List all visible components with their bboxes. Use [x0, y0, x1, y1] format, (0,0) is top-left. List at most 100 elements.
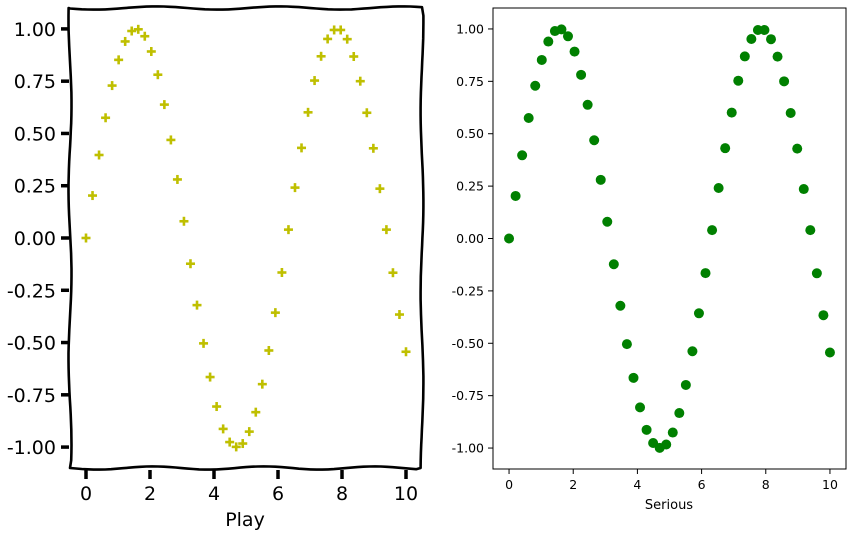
- serious-data-point: [510, 190, 521, 201]
- serious-data-point: [569, 46, 580, 57]
- serious-data-point: [811, 268, 822, 279]
- play-x-ticks: 0 2 4 6 8 10: [80, 470, 418, 505]
- play-y-tick-label: -1.00: [7, 437, 56, 459]
- play-data-point: [225, 437, 235, 447]
- play-y-tick-label: -0.25: [7, 280, 56, 302]
- play-x-tick-label: 6: [272, 483, 284, 505]
- serious-data-point: [693, 308, 704, 319]
- play-data-point: [257, 379, 267, 389]
- serious-data-point: [759, 25, 770, 36]
- serious-x-tick-label: 0: [505, 477, 513, 492]
- play-panel: 1.00 0.75 0.50 0.25 0.00 -0.25 -0.50 -0.75 -1.00…: [7, 5, 425, 531]
- play-data-point: [401, 347, 411, 357]
- serious-x-tick-label: 6: [698, 477, 706, 492]
- play-data-point: [297, 143, 307, 153]
- serious-data-point: [504, 233, 515, 244]
- play-data-point: [290, 183, 300, 193]
- play-y-tick-label: 0.50: [14, 123, 56, 145]
- serious-data-point: [556, 24, 567, 35]
- play-data-point: [218, 424, 228, 434]
- serious-data-point: [576, 69, 587, 80]
- play-data-point: [120, 36, 130, 46]
- play-data-point: [127, 26, 137, 36]
- play-data-point: [179, 216, 189, 226]
- play-y-tick-label: -0.50: [7, 333, 56, 355]
- serious-data-point: [720, 143, 731, 154]
- serious-x-axis-label: Serious: [645, 498, 693, 513]
- play-y-tick-label: 0.00: [14, 228, 56, 250]
- serious-data-point: [602, 216, 613, 227]
- play-data-point: [316, 51, 326, 61]
- serious-data-point: [615, 300, 626, 311]
- play-data-point: [381, 225, 391, 235]
- play-y-ticks: 1.00 0.75 0.50 0.25 0.00 -0.25 -0.50 -0.75 -1.00: [7, 19, 69, 459]
- serious-data-point: [739, 51, 750, 62]
- serious-y-tick-label: -0.75: [452, 388, 484, 403]
- serious-y-tick-label: 0.25: [456, 179, 484, 194]
- serious-data-point: [766, 34, 777, 45]
- play-data-point: [283, 225, 293, 235]
- serious-data-point: [680, 379, 691, 390]
- serious-data-point: [523, 113, 534, 124]
- serious-y-tick-label: -0.50: [452, 336, 484, 351]
- serious-data-point: [543, 36, 554, 47]
- play-x-tick-label: 2: [144, 483, 156, 505]
- play-data-point: [251, 407, 261, 417]
- serious-data-point: [726, 107, 737, 118]
- serious-x-tick-label: 8: [762, 477, 770, 492]
- play-x-tick-label: 10: [394, 483, 418, 505]
- play-data-point: [368, 143, 378, 153]
- serious-y-tick-label: 1.00: [456, 21, 484, 36]
- serious-data-point: [687, 346, 698, 357]
- play-data-point: [140, 31, 150, 41]
- serious-data-point: [536, 54, 547, 65]
- play-data-point: [101, 113, 111, 123]
- play-data-point: [323, 34, 333, 44]
- play-data-point: [133, 24, 143, 34]
- serious-data-point: [700, 268, 711, 279]
- play-data-point: [342, 34, 352, 44]
- play-axes-frame: [67, 5, 425, 471]
- play-data-point: [349, 52, 359, 62]
- serious-data-point: [779, 76, 790, 87]
- serious-y-ticks: 1.00 0.75 0.50 0.25 0.00 -0.25 -0.50 -0.75 -1.00: [452, 21, 493, 456]
- play-data-point: [264, 345, 274, 355]
- serious-data-point: [674, 408, 685, 419]
- play-y-tick-label: 1.00: [14, 19, 56, 41]
- play-data-point: [94, 150, 104, 160]
- serious-y-tick-label: -0.25: [452, 283, 484, 298]
- serious-y-tick-label: 0.50: [456, 126, 484, 141]
- play-data-point: [192, 300, 202, 310]
- serious-data-point: [818, 310, 829, 321]
- serious-data-point: [785, 107, 796, 118]
- serious-data-point: [798, 184, 809, 195]
- serious-y-tick-label: -1.00: [452, 441, 484, 456]
- play-data-point: [388, 268, 398, 278]
- serious-data-point: [824, 347, 835, 358]
- serious-axes-frame: [492, 7, 847, 470]
- serious-x-tick-label: 10: [822, 477, 838, 492]
- play-data-point: [159, 100, 169, 110]
- play-x-tick-label: 0: [80, 483, 92, 505]
- play-x-axis-label: Play: [225, 509, 265, 531]
- play-data-point: [81, 233, 91, 243]
- play-y-tick-label: 0.75: [14, 71, 56, 93]
- serious-panel: 1.00 0.75 0.50 0.25 0.00 -0.25 -0.50 -0.75 -1.00…: [452, 7, 847, 513]
- serious-data-point: [530, 80, 541, 91]
- play-data-point: [244, 427, 254, 437]
- serious-data-point: [589, 135, 600, 146]
- serious-data-point: [792, 143, 803, 154]
- play-data-point: [270, 308, 280, 318]
- serious-data-point: [517, 150, 528, 161]
- play-data-point: [185, 259, 195, 269]
- serious-data-point: [621, 339, 632, 350]
- play-data-point: [375, 184, 385, 194]
- serious-data-point: [733, 75, 744, 86]
- play-data-point: [88, 191, 98, 201]
- serious-x-ticks: 0 2 4 6 8 10: [505, 469, 838, 492]
- serious-data-point: [608, 259, 619, 270]
- serious-data-point: [635, 402, 646, 413]
- serious-data-point: [661, 439, 672, 450]
- play-data-point: [394, 310, 404, 320]
- serious-data-point: [628, 372, 639, 383]
